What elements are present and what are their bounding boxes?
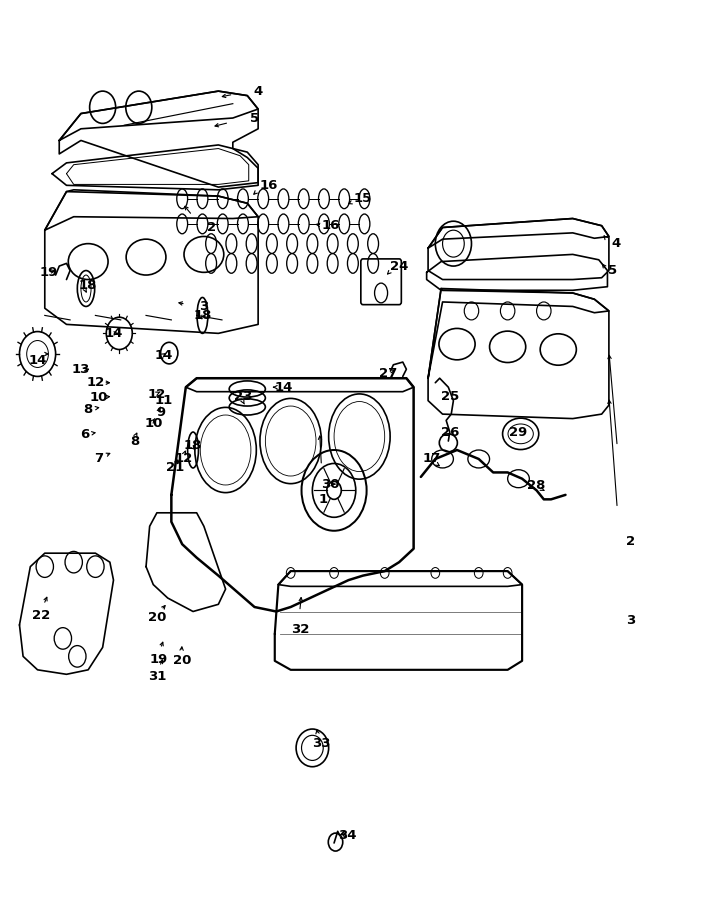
- Text: 34: 34: [338, 829, 356, 842]
- Text: 10: 10: [144, 417, 163, 429]
- Text: 19: 19: [39, 266, 57, 279]
- Text: 17: 17: [423, 453, 441, 465]
- Text: 14: 14: [274, 381, 293, 393]
- Text: 8: 8: [83, 403, 93, 416]
- Text: 25: 25: [441, 390, 459, 402]
- Text: 19: 19: [150, 652, 168, 666]
- Text: 2: 2: [207, 221, 216, 234]
- Text: 28: 28: [527, 480, 546, 492]
- Text: 30: 30: [321, 478, 340, 491]
- Text: 14: 14: [155, 349, 174, 363]
- Text: 18: 18: [79, 279, 97, 292]
- Text: 21: 21: [166, 462, 184, 474]
- Text: 14: 14: [105, 327, 123, 340]
- Text: 18: 18: [184, 439, 203, 452]
- Text: 2: 2: [626, 535, 635, 548]
- Text: 15: 15: [354, 193, 372, 205]
- Text: 12: 12: [174, 453, 193, 465]
- Text: 33: 33: [311, 737, 330, 750]
- Text: 18: 18: [193, 309, 212, 322]
- Text: 24: 24: [390, 259, 408, 273]
- Text: 20: 20: [147, 611, 166, 625]
- Text: 23: 23: [234, 390, 253, 402]
- Text: 31: 31: [147, 670, 166, 683]
- Text: 4: 4: [611, 237, 621, 250]
- Text: 7: 7: [94, 453, 104, 465]
- Text: 11: 11: [155, 394, 174, 407]
- Text: 10: 10: [90, 392, 108, 404]
- Text: 27: 27: [379, 367, 397, 380]
- Text: 4: 4: [253, 85, 263, 97]
- Text: 16: 16: [260, 179, 278, 192]
- Text: 13: 13: [72, 363, 90, 376]
- Text: 29: 29: [510, 426, 528, 438]
- Text: 9: 9: [156, 406, 165, 419]
- Text: 12: 12: [148, 388, 166, 400]
- Text: 20: 20: [173, 654, 192, 667]
- Text: 26: 26: [441, 426, 459, 438]
- Text: 14: 14: [28, 354, 46, 367]
- Text: 16: 16: [322, 220, 340, 232]
- Text: 3: 3: [626, 614, 635, 627]
- Text: 1: 1: [319, 493, 327, 506]
- Text: 22: 22: [32, 609, 50, 623]
- Text: 5: 5: [250, 112, 259, 124]
- Text: 32: 32: [291, 623, 309, 636]
- Text: 3: 3: [199, 300, 208, 313]
- Text: 5: 5: [608, 264, 617, 277]
- Text: 8: 8: [131, 435, 140, 447]
- Text: 6: 6: [80, 428, 89, 441]
- Text: 12: 12: [86, 376, 105, 389]
